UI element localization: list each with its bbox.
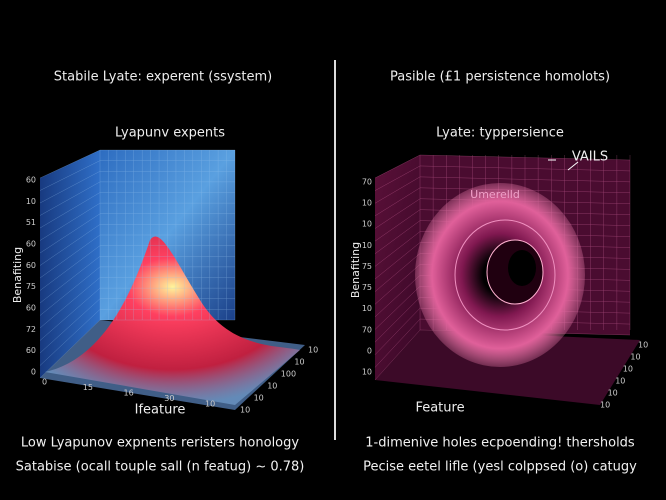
mesh	[39, 277, 101, 329]
mesh	[39, 298, 101, 354]
right-x-label: Feature	[415, 401, 464, 416]
left-y-label: Benafiting	[11, 247, 24, 303]
left-title: Stabile Lyate: experent (ssystem)	[54, 70, 272, 85]
tick-label: 10	[638, 341, 648, 350]
mesh	[374, 231, 421, 267]
mesh	[374, 264, 421, 305]
tick-label: 72	[26, 325, 36, 334]
mesh	[39, 319, 101, 379]
tick-label: 10	[294, 358, 304, 367]
mesh	[374, 253, 421, 292]
left-x-label: Ifeature	[135, 403, 186, 418]
mesh	[39, 224, 101, 266]
tick-label: 60	[26, 261, 36, 270]
left-subtitle: Lyapunv expents	[115, 126, 225, 141]
tick-label: 100	[281, 370, 296, 379]
mesh	[374, 275, 421, 318]
mesh	[39, 181, 101, 216]
mesh	[374, 154, 421, 179]
mesh	[374, 318, 421, 368]
mesh	[374, 286, 421, 330]
tick-label: 75	[362, 283, 372, 292]
tick-label: 10	[362, 368, 372, 377]
mesh	[39, 160, 101, 191]
tick-label: 0	[367, 346, 372, 355]
left-plot	[39, 149, 305, 410]
tick-label: 70	[362, 325, 372, 334]
right-note: Pecise eetel lifle (yesl colppsed (o) ca…	[363, 460, 637, 475]
mesh	[39, 202, 101, 241]
tick-label: 60	[26, 176, 36, 185]
mesh	[39, 192, 101, 229]
tick-label: 10	[362, 241, 372, 250]
tick-label: 60	[26, 346, 36, 355]
right-y-label: Benafiting	[349, 242, 362, 298]
tick-label: 10	[240, 406, 250, 415]
mesh	[39, 245, 101, 291]
tick-label: 70	[362, 178, 372, 187]
mesh	[374, 220, 421, 254]
tick-label: 0	[42, 378, 47, 387]
tick-label: 0	[31, 368, 36, 377]
mesh	[374, 297, 421, 343]
mesh	[39, 309, 101, 366]
tick-label: 10	[608, 389, 618, 398]
tick-label: 75	[362, 262, 372, 271]
tick-label: 10	[205, 400, 215, 409]
right-subtitle: Lyate: typpersience	[436, 126, 564, 141]
tick-label: 16	[124, 389, 134, 398]
tick-label: 10	[362, 304, 372, 313]
mesh	[39, 287, 101, 341]
mesh	[39, 256, 101, 304]
tick-label: 60	[26, 240, 36, 249]
mesh	[39, 266, 101, 316]
tick-label: 15	[83, 383, 93, 392]
mesh	[374, 198, 421, 229]
tick-label: 10	[615, 377, 625, 386]
tick-label: 10	[362, 199, 372, 208]
mesh	[39, 213, 101, 254]
tick-label: 10	[630, 353, 640, 362]
right-caption: 1-dimenive holes ecpoending! thersholds	[365, 436, 635, 451]
tick-label: 30	[164, 394, 174, 403]
mesh	[374, 329, 421, 381]
tick-label: 10	[26, 197, 36, 206]
mesh	[39, 149, 101, 179]
right-title: Pasible (£1 persistence homolots)	[390, 70, 610, 85]
mesh	[374, 307, 421, 355]
tick-label: 51	[26, 218, 36, 227]
mesh	[374, 242, 421, 280]
mesh	[374, 209, 421, 242]
ring-label: Umerelld	[470, 188, 520, 201]
tick-label: 75	[26, 282, 36, 291]
tick-label: 10	[600, 401, 610, 410]
tick-label: 10	[623, 365, 633, 374]
mesh	[39, 234, 101, 279]
left-caption: Low Lyapunov expnents reristers honology	[21, 436, 299, 451]
mesh	[374, 165, 421, 191]
tick-label: 60	[26, 304, 36, 313]
tick-label: 10	[267, 382, 277, 391]
right-plot	[374, 154, 640, 405]
mesh	[374, 187, 421, 217]
tick-label: 10	[308, 346, 318, 355]
annotation: VAILS	[572, 150, 608, 165]
tick-label: 10	[254, 394, 264, 403]
left-note: Satabise (ocall touple sall (n featug) ~…	[16, 460, 305, 475]
mesh	[39, 171, 101, 204]
tick-label: 10	[362, 220, 372, 229]
mesh	[374, 176, 421, 204]
